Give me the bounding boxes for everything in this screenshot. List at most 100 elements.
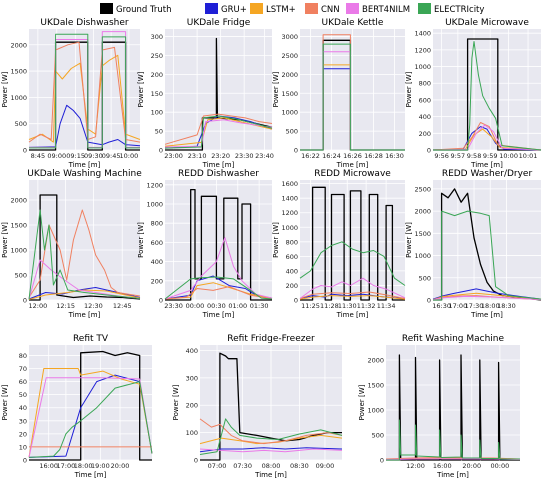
y-tick-label: 2500	[281, 52, 298, 60]
x-tick-label: 16:24	[322, 152, 341, 160]
chart-panel: 0 200 400 600 800 1000 1200 23:30 00:00 00:30 01:0…	[137, 169, 273, 319]
chart-title: UKDale Dishwasher	[40, 18, 128, 28]
x-tick-label: 16:00	[433, 462, 452, 470]
y-tick-label: 3000	[281, 33, 298, 41]
series-line	[199, 418, 343, 445]
chart-title: UKDale Microwave	[445, 18, 529, 28]
series-line	[29, 194, 141, 301]
y-tick-label: 1200	[281, 209, 298, 217]
series-line	[28, 381, 153, 458]
plot-area	[165, 29, 272, 150]
y-tick-label: 2000	[281, 71, 298, 79]
legend-swatch	[346, 3, 359, 14]
chart-title: REDD Dishwasher	[178, 169, 259, 179]
y-tick-label: 500	[286, 128, 298, 136]
x-tick-label: 23:00	[164, 152, 183, 160]
y-tick-label: 1000	[281, 224, 298, 232]
x-tick-label: 23:30	[164, 302, 183, 310]
x-tick-label: 12:00	[406, 462, 425, 470]
legend-item: GRU+	[205, 3, 247, 15]
y-tick-label: 1000	[367, 407, 384, 415]
y-tick-label: 800	[151, 220, 163, 228]
y-tick-label: 1000	[281, 109, 298, 117]
y-tick-label: 60	[19, 378, 27, 386]
y-tick-label: 1400	[281, 195, 298, 203]
legend-swatch	[205, 3, 218, 14]
x-tick-label: 9:58	[467, 152, 482, 160]
series-line	[432, 122, 542, 151]
x-tick-label: 11:34	[377, 302, 396, 310]
chart-title: UKDale Fridge	[187, 18, 251, 28]
x-tick-label: 10:00	[120, 152, 139, 160]
x-tick-label: 23:30	[235, 152, 254, 160]
x-axis-label: Time [m]	[74, 471, 107, 479]
chart-panel: 0 500 1000 1500 2000 12:00 16:00 20:00 00:00 Refi…	[358, 334, 521, 479]
series-line	[28, 104, 141, 148]
series-line	[164, 237, 273, 300]
x-tick-label: 23:40	[255, 152, 274, 160]
y-tick-label: 40	[19, 404, 27, 412]
x-tick-label: 12:45	[113, 302, 132, 310]
y-tick-label: 200	[419, 130, 431, 138]
legend-label: ELECTRIcity	[434, 5, 484, 15]
y-tick-label: 50	[19, 391, 27, 399]
y-axis-label: Power [W]	[358, 384, 366, 420]
x-tick-label: 00:00	[186, 302, 205, 310]
y-tick-label: 500	[15, 272, 27, 280]
y-tick-label: 80	[19, 352, 27, 360]
y-tick-label: 1000	[414, 252, 431, 260]
y-tick-label: 2000	[10, 197, 27, 205]
series-line	[165, 188, 272, 301]
series-line	[29, 350, 152, 461]
y-tick-label: 300	[151, 33, 163, 41]
chart-title: UKDale Washing Machine	[27, 169, 142, 179]
x-tick-label: 01:00	[228, 302, 247, 310]
series-line	[433, 210, 542, 301]
y-tick-label: 1500	[367, 382, 384, 390]
x-tick-label: 11:30	[338, 302, 357, 310]
legend-label: Ground Truth	[116, 5, 172, 15]
y-axis-label: Power [W]	[172, 384, 180, 420]
y-tick-label: 600	[151, 239, 163, 247]
y-axis-label: Power [W]	[272, 71, 280, 107]
y-axis-label: Power [W]	[405, 71, 413, 107]
y-tick-label: 200	[151, 71, 163, 79]
legend-item: LSTM+	[250, 3, 296, 15]
legend-label: CNN	[321, 5, 340, 15]
series-line	[199, 448, 343, 453]
x-tick-label: 11:28	[320, 302, 339, 310]
x-axis-label: Time [m]	[202, 161, 235, 169]
x-axis-label: Time [m]	[336, 161, 369, 169]
x-tick-label: 17:00	[448, 302, 467, 310]
x-tick-label: 8:45	[31, 152, 46, 160]
y-tick-label: 500	[372, 432, 384, 440]
y-tick-label: 200	[286, 282, 298, 290]
chart-title: Refit Washing Machine	[402, 334, 505, 344]
series-line	[299, 291, 406, 299]
y-tick-label: 2000	[367, 357, 384, 365]
series-line	[29, 33, 140, 149]
chart-panel: 0 100 200 300 400 07:00 07:30 08:00 08:30 09:00 Re…	[172, 334, 343, 479]
x-tick-label: 01:30	[250, 302, 269, 310]
x-tick-label: 17:30	[465, 302, 484, 310]
x-tick-label: 23:10	[188, 152, 207, 160]
y-tick-label: 800	[286, 238, 298, 246]
y-tick-label: 200	[186, 402, 198, 410]
chart-title: Refit TV	[73, 334, 109, 344]
series-line	[28, 209, 141, 300]
series-line	[300, 186, 405, 301]
y-tick-label: 800	[419, 80, 431, 88]
chart-title: REDD Microwave	[314, 169, 391, 179]
x-tick-label: 11:25	[301, 302, 320, 310]
series-line	[432, 288, 542, 300]
x-tick-label: 08:00	[262, 462, 281, 470]
x-tick-label: 18:00	[481, 302, 500, 310]
series-line	[433, 188, 542, 301]
y-tick-label: 0	[294, 297, 298, 305]
y-axis-label: Power [W]	[1, 71, 9, 107]
y-tick-label: 1000	[10, 247, 27, 255]
y-tick-label: 20	[19, 430, 27, 438]
plot-area	[165, 180, 272, 300]
